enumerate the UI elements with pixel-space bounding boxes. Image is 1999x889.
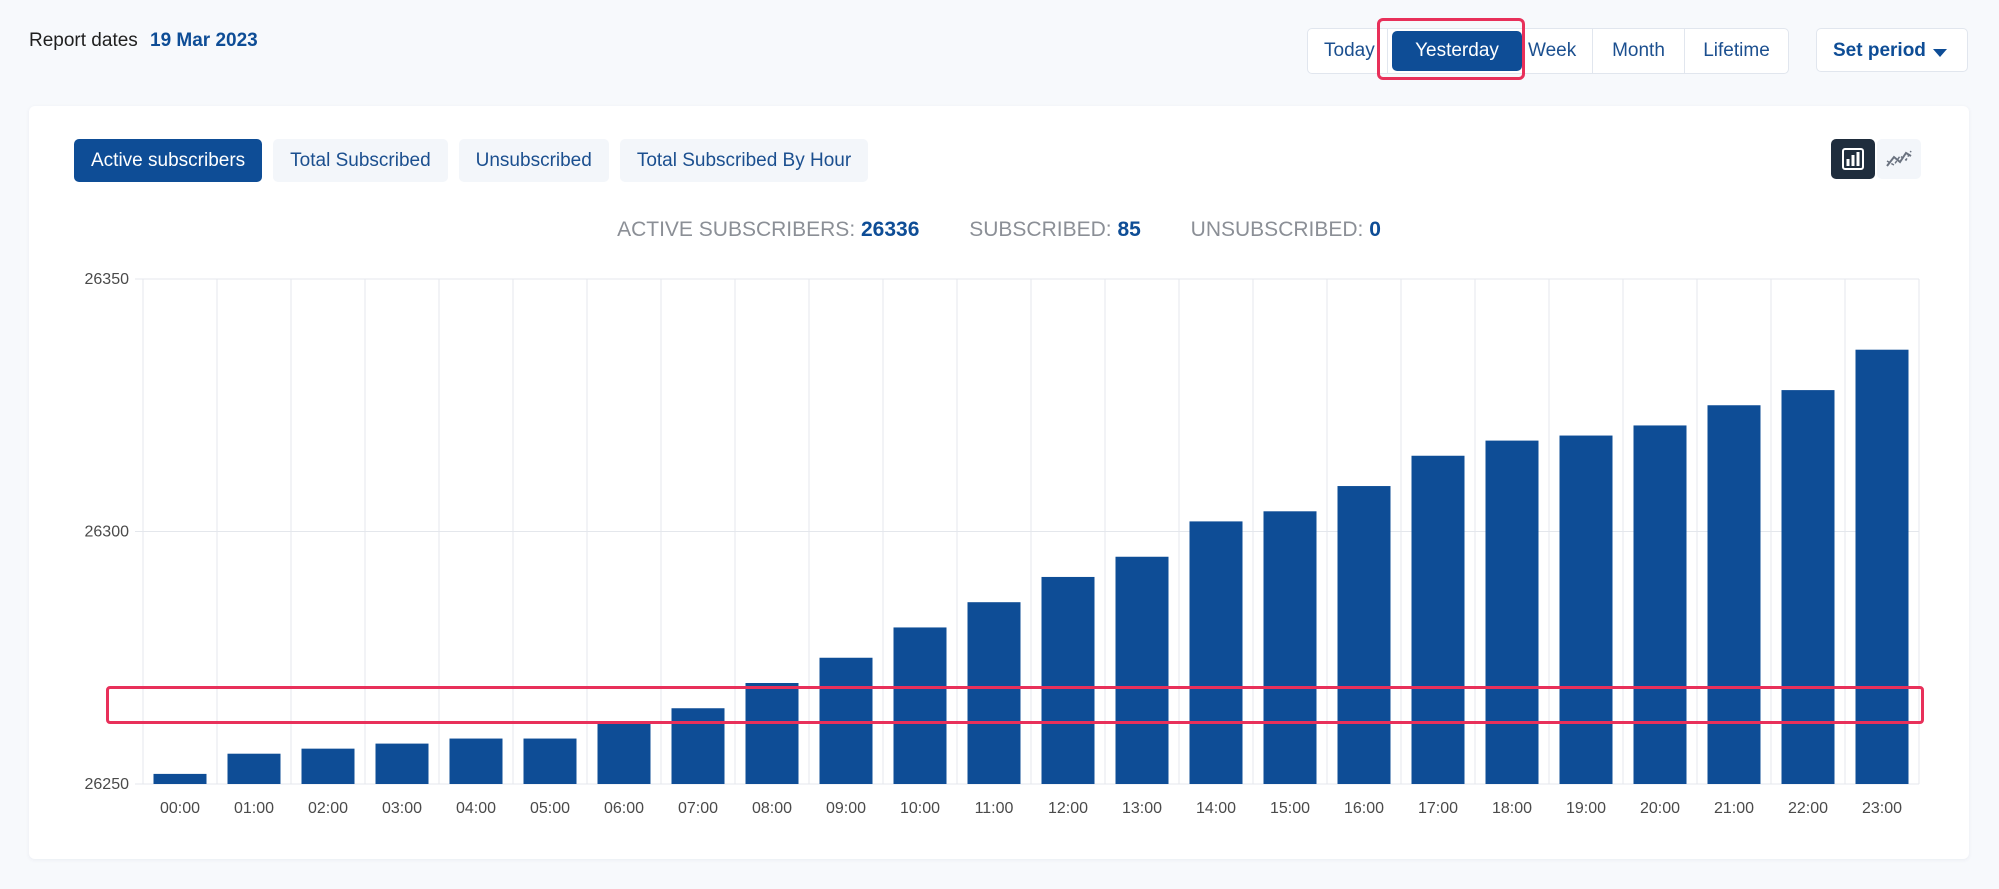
- active-subscribers-label: ACTIVE SUBSCRIBERS:: [617, 218, 856, 241]
- chart-view-toggle: [1831, 139, 1921, 179]
- bar: [1855, 349, 1909, 784]
- report-dates-label: Report dates: [29, 30, 138, 51]
- bar: [1781, 390, 1835, 784]
- bar: [671, 708, 725, 784]
- bar: [893, 627, 947, 784]
- bar: [1707, 405, 1761, 784]
- subscribed-value: 85: [1117, 218, 1141, 241]
- x-tick-label: 22:00: [1788, 800, 1828, 817]
- x-tick-label: 07:00: [678, 800, 718, 817]
- x-tick-label: 17:00: [1418, 800, 1458, 817]
- report-header: Report dates 19 Mar 2023 Today Yesterday…: [0, 0, 1999, 100]
- x-tick-label: 11:00: [975, 800, 1014, 817]
- y-tick-label: 26300: [85, 524, 130, 541]
- x-tick-label: 20:00: [1640, 800, 1680, 817]
- bar: [745, 683, 799, 784]
- bar: [153, 773, 207, 784]
- period-week-button[interactable]: Week: [1526, 29, 1593, 73]
- bar: [375, 743, 429, 784]
- period-month-button[interactable]: Month: [1593, 29, 1685, 73]
- x-tick-label: 15:00: [1270, 800, 1310, 817]
- period-selector: Today Yesterday Week Month Lifetime: [1307, 28, 1789, 74]
- x-tick-label: 00:00: [160, 800, 200, 817]
- active-subscribers-value: 26336: [861, 218, 920, 241]
- bar: [1485, 440, 1539, 784]
- unsubscribed-stat: UNSUBSCRIBED: 0: [1191, 218, 1381, 242]
- x-tick-label: 09:00: [826, 800, 866, 817]
- bar: [597, 723, 651, 784]
- report-date-value[interactable]: 19 Mar 2023: [150, 30, 258, 51]
- x-tick-label: 10:00: [900, 800, 940, 817]
- x-tick-label: 21:00: [1714, 800, 1754, 817]
- x-tick-label: 12:00: [1048, 800, 1088, 817]
- line-chart-view-button[interactable]: [1877, 139, 1921, 179]
- x-tick-label: 05:00: [530, 800, 570, 817]
- x-tick-label: 03:00: [382, 800, 422, 817]
- bar: [1337, 486, 1391, 784]
- x-tick-label: 19:00: [1566, 800, 1606, 817]
- period-yesterday-button[interactable]: Yesterday: [1392, 31, 1522, 71]
- unsubscribed-label: UNSUBSCRIBED:: [1190, 218, 1364, 241]
- bar: [1189, 521, 1243, 784]
- line-chart-icon: [1886, 150, 1912, 167]
- x-tick-label: 13:00: [1122, 800, 1162, 817]
- x-tick-label: 08:00: [752, 800, 792, 817]
- tab-total-subscribed[interactable]: Total Subscribed: [273, 139, 448, 182]
- bar: [1115, 556, 1169, 784]
- bar-chart-view-button[interactable]: [1831, 139, 1875, 179]
- period-today-button[interactable]: Today: [1308, 29, 1388, 73]
- bar: [1559, 435, 1613, 784]
- bar: [301, 748, 355, 784]
- bar: [523, 738, 577, 784]
- x-tick-label: 23:00: [1862, 800, 1902, 817]
- y-tick-label: 26250: [85, 776, 130, 793]
- x-tick-label: 18:00: [1492, 800, 1532, 817]
- bar: [1411, 455, 1465, 784]
- metric-tabs: Active subscribers Total Subscribed Unsu…: [74, 139, 869, 182]
- bar: [1633, 425, 1687, 784]
- bar: [1263, 511, 1317, 784]
- tab-active-subscribers[interactable]: Active subscribers: [74, 139, 263, 182]
- bar-chart-icon: [1842, 148, 1864, 170]
- x-tick-label: 14:00: [1196, 800, 1236, 817]
- period-lifetime-button[interactable]: Lifetime: [1703, 40, 1770, 61]
- active-subscribers-stat: ACTIVE SUBSCRIBERS: 26336: [617, 218, 919, 242]
- summary-stats: ACTIVE SUBSCRIBERS: 26336 SUBSCRIBED: 85…: [29, 218, 1969, 242]
- bar: [449, 738, 503, 784]
- tab-unsubscribed[interactable]: Unsubscribed: [458, 139, 609, 182]
- bar: [819, 657, 873, 784]
- unsubscribed-value: 0: [1369, 218, 1381, 241]
- x-tick-label: 04:00: [456, 800, 496, 817]
- tab-total-subscribed-by-hour[interactable]: Total Subscribed By Hour: [619, 139, 869, 182]
- bar: [967, 602, 1021, 784]
- x-tick-label: 06:00: [604, 800, 644, 817]
- x-tick-label: 16:00: [1344, 800, 1384, 817]
- bar: [1041, 576, 1095, 784]
- bar: [227, 753, 281, 784]
- x-tick-label: 02:00: [308, 800, 348, 817]
- subscribed-stat: SUBSCRIBED: 85: [969, 218, 1141, 242]
- subscribed-label: SUBSCRIBED:: [969, 218, 1112, 241]
- caret-down-icon: [1933, 49, 1947, 57]
- x-tick-label: 01:00: [234, 800, 274, 817]
- y-tick-label: 26350: [85, 271, 130, 288]
- set-period-dropdown[interactable]: Set period: [1816, 28, 1968, 72]
- set-period-label: Set period: [1833, 40, 1926, 61]
